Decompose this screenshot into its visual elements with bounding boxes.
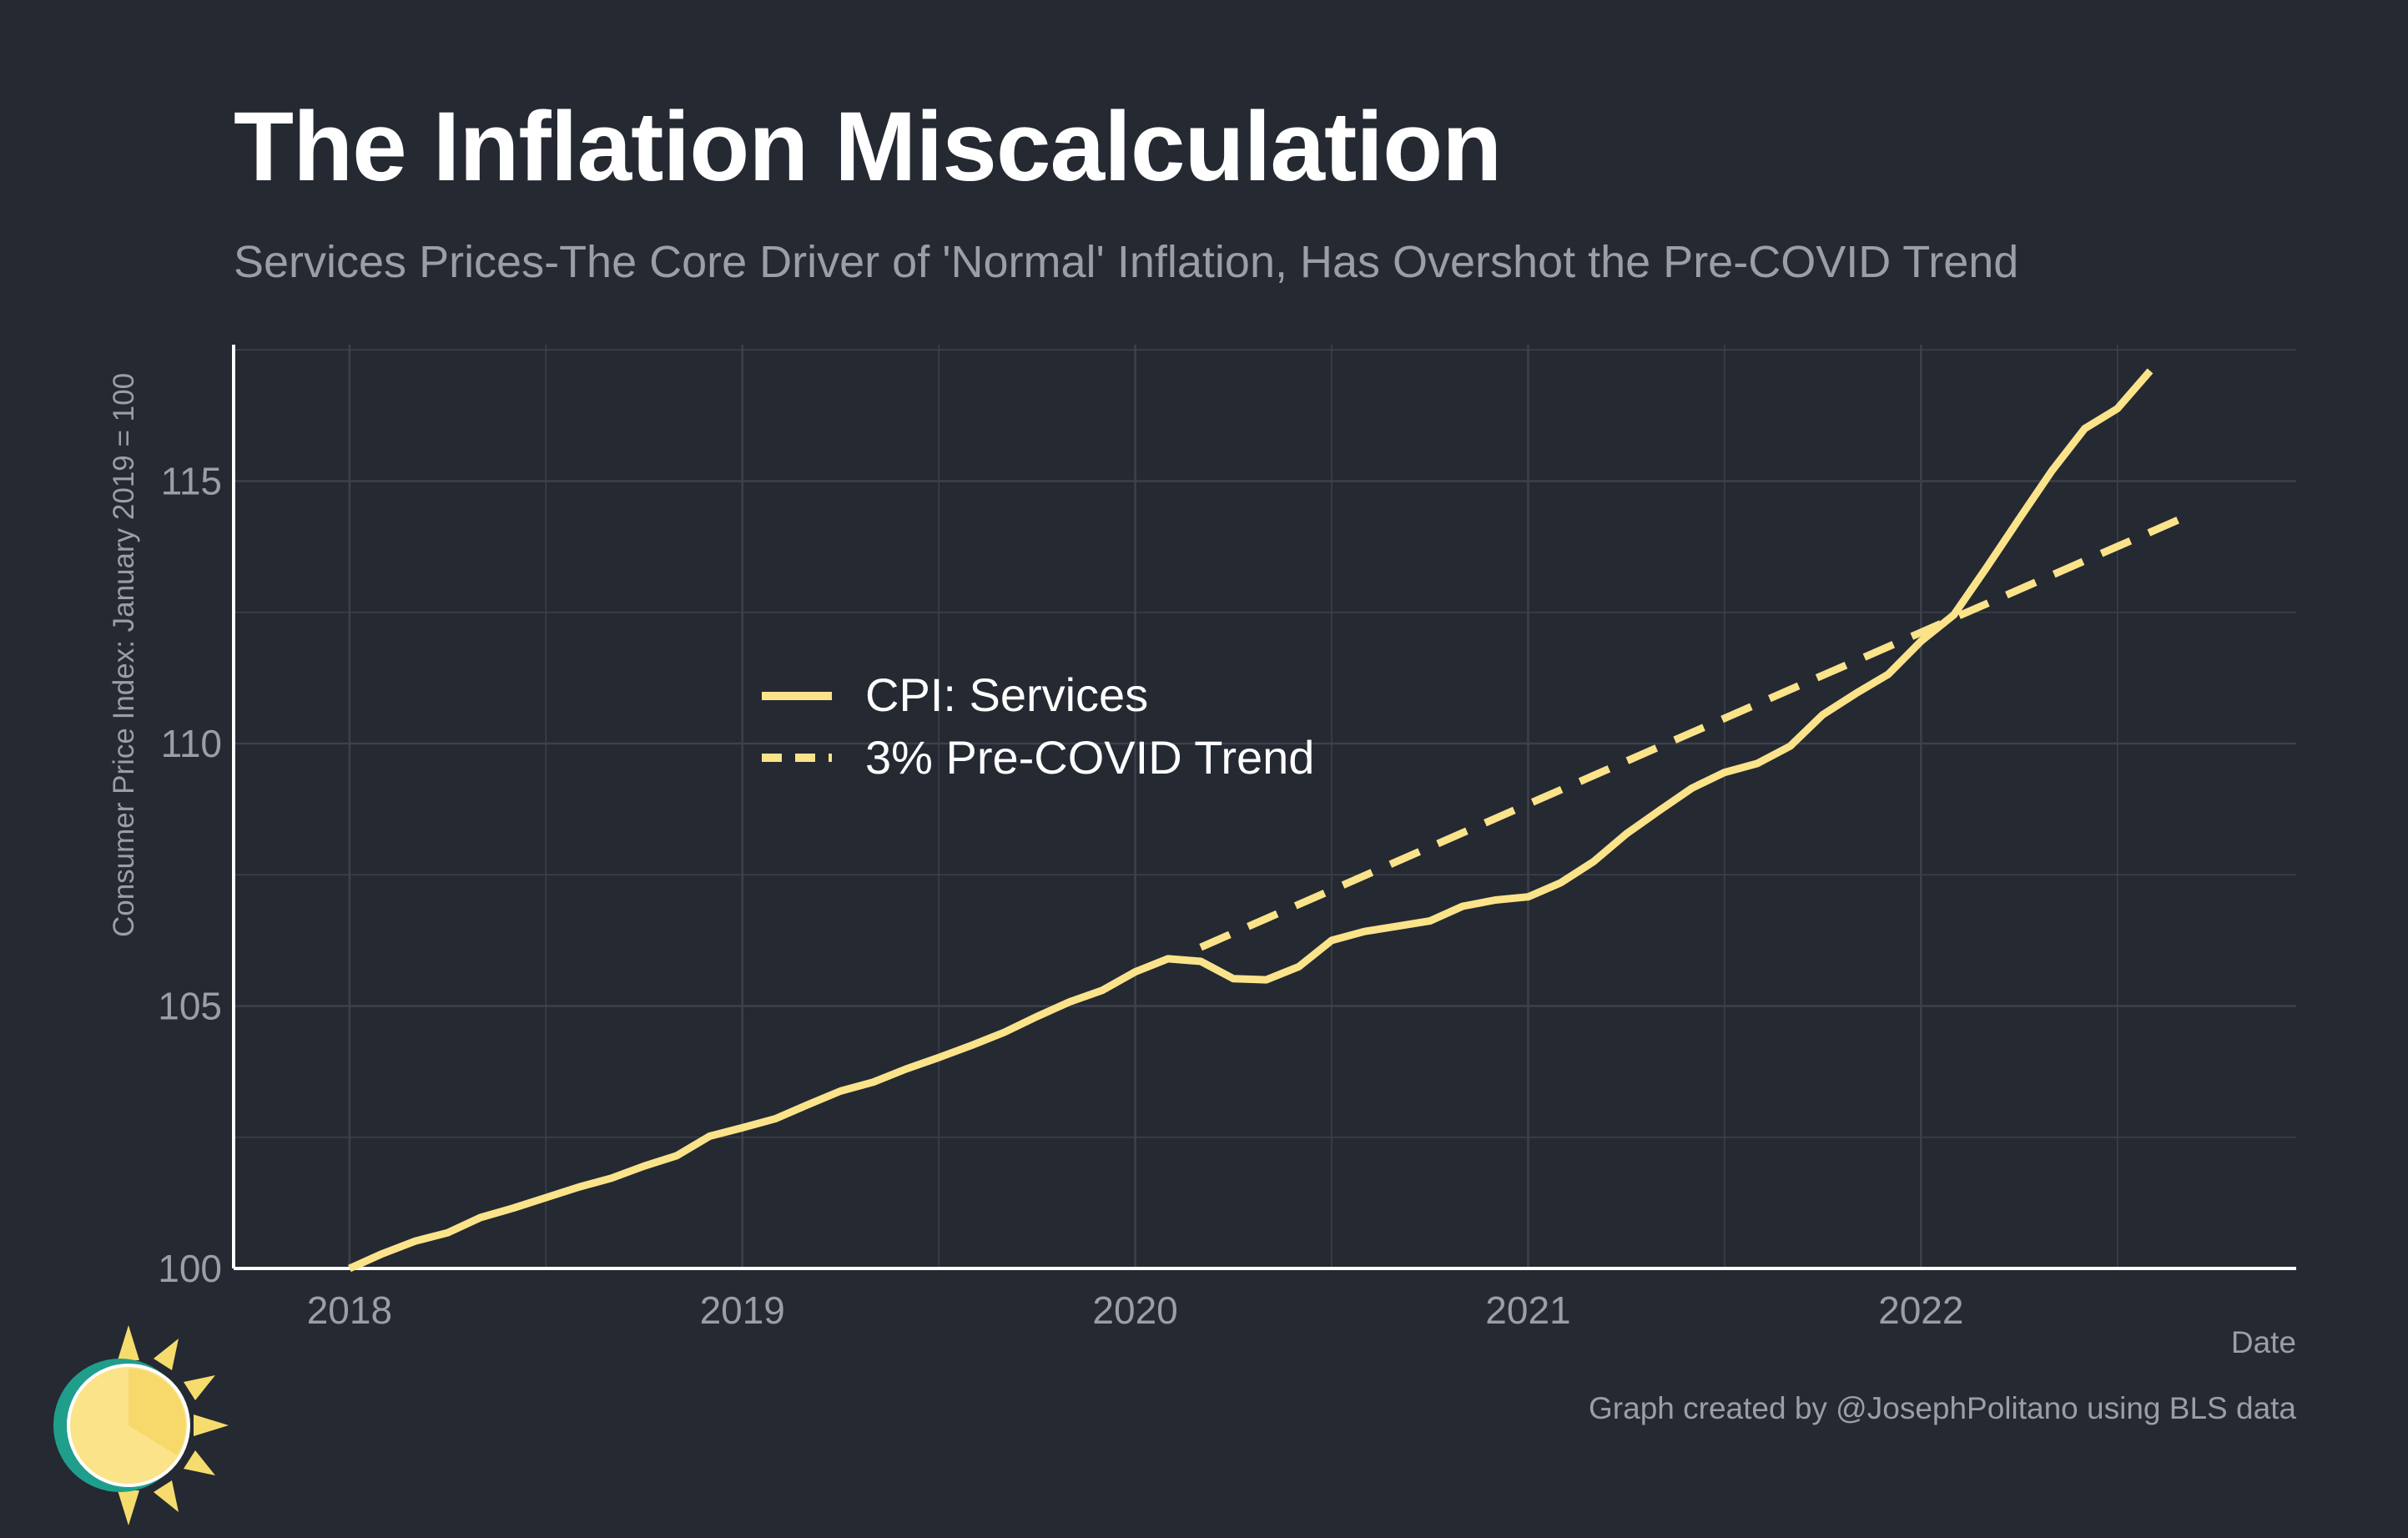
services-line <box>348 368 2154 1273</box>
y-tick-label: 105 <box>158 985 222 1028</box>
x-tick-label: 2020 <box>1092 1288 1177 1332</box>
x-tick-label: 2019 <box>700 1288 785 1332</box>
y-axis-label: Consumer Price Index: January 2019 = 100 <box>108 373 140 937</box>
x-tick-label: 2021 <box>1485 1288 1570 1332</box>
legend: CPI: Services 3% Pre-COVID Trend <box>762 668 1314 784</box>
gridlines <box>234 345 2296 1270</box>
sun-logo-icon <box>53 1325 229 1525</box>
axes <box>232 345 2296 1270</box>
y-tick-label: 115 <box>161 460 222 503</box>
chart-title: The Inflation Miscalculation <box>234 92 1502 202</box>
tick-labels: 100 105 110 115 2018 2019 2020 2021 2022 <box>158 460 1963 1332</box>
x-tick-label: 2018 <box>307 1288 392 1332</box>
series-lines <box>348 368 2185 1273</box>
source-caption: Graph created by @JosephPolitano using B… <box>1589 1391 2296 1425</box>
y-tick-label: 100 <box>158 1247 222 1290</box>
y-tick-label: 110 <box>161 722 222 765</box>
x-axis-label: Date <box>2231 1325 2296 1359</box>
legend-label-trend: 3% Pre-COVID Trend <box>865 731 1314 784</box>
chart-subtitle: Services Prices-The Core Driver of 'Norm… <box>234 237 2019 287</box>
x-tick-label: 2022 <box>1878 1288 1963 1332</box>
legend-label-services: CPI: Services <box>865 668 1148 721</box>
trend-line <box>1199 514 2185 951</box>
